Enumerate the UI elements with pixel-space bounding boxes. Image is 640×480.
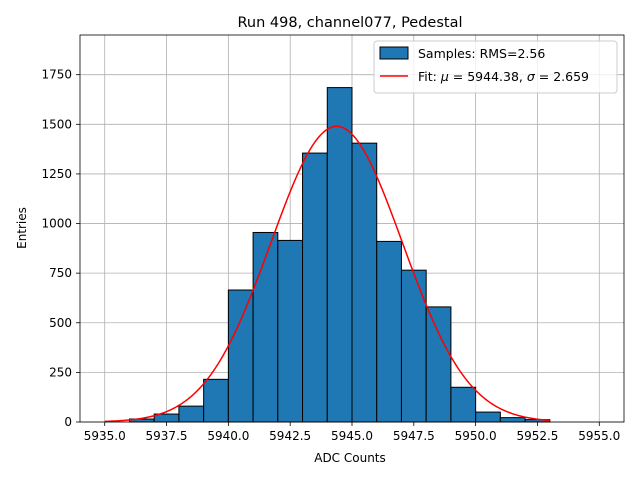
legend-sigma-value: = 2.659 bbox=[535, 69, 589, 84]
chart-title: Run 498, channel077, Pedestal bbox=[237, 15, 462, 31]
y-tick-label: 250 bbox=[49, 365, 72, 379]
x-tick-label: 5942.5 bbox=[269, 429, 311, 443]
histogram-bar bbox=[326, 87, 353, 423]
legend: Samples: RMS=2.56 Fit: μ = 5944.38, σ = … bbox=[373, 40, 618, 94]
histogram-bar bbox=[475, 411, 501, 423]
y-tick-label: 750 bbox=[49, 266, 72, 280]
x-tick-label: 5940.0 bbox=[207, 429, 249, 443]
histogram-bar bbox=[450, 386, 477, 423]
x-tick-label: 5947.5 bbox=[393, 429, 435, 443]
legend-samples-swatch bbox=[379, 46, 409, 60]
histogram-bar bbox=[252, 231, 279, 423]
histogram-bar bbox=[400, 269, 427, 423]
x-tick-label: 5935.0 bbox=[84, 429, 126, 443]
histogram-bar bbox=[203, 378, 229, 423]
x-tick-label: 5955.0 bbox=[578, 429, 620, 443]
histogram-bar bbox=[227, 289, 254, 423]
legend-box bbox=[373, 40, 618, 94]
x-tick-label: 5952.5 bbox=[516, 429, 558, 443]
x-tick-label: 5937.5 bbox=[146, 429, 188, 443]
x-axis-ticks: 5935.0 5937.5 5940.0 5942.5 5945.0 5947.5 5950… bbox=[84, 422, 620, 443]
y-axis-ticks: 0 250 500 750 1000 1250 1500 1750 bbox=[41, 68, 80, 429]
y-tick-label: 1750 bbox=[41, 68, 72, 82]
histogram-bar bbox=[351, 142, 378, 423]
fit-curve bbox=[104, 125, 550, 423]
legend-mu-symbol: μ bbox=[440, 69, 449, 84]
y-tick-label: 1250 bbox=[41, 167, 72, 181]
histogram-bar bbox=[178, 405, 205, 423]
y-tick-label: 1000 bbox=[41, 217, 72, 231]
histogram-bar bbox=[302, 152, 328, 423]
histogram-bar bbox=[376, 240, 402, 423]
y-axis-label: Entries bbox=[15, 207, 29, 249]
x-tick-label: 5950.0 bbox=[455, 429, 497, 443]
histogram-bars bbox=[128, 87, 551, 423]
legend-sigma-symbol: σ bbox=[527, 69, 536, 84]
fit-curve-layer bbox=[104, 125, 550, 423]
x-tick-label: 5945.0 bbox=[331, 429, 373, 443]
legend-samples-label: Samples: RMS=2.56 bbox=[418, 46, 545, 61]
histogram-bar bbox=[499, 417, 526, 423]
legend-mu-value: = 5944.38, bbox=[449, 69, 527, 84]
y-tick-label: 0 bbox=[64, 415, 72, 429]
histogram-bar bbox=[277, 239, 304, 423]
histogram-bar bbox=[425, 306, 452, 423]
legend-fit-label: Fit: μ = 5944.38, σ = 2.659 bbox=[418, 69, 589, 84]
legend-fit-prefix: Fit: bbox=[418, 69, 441, 84]
y-tick-label: 500 bbox=[49, 316, 72, 330]
y-tick-label: 1500 bbox=[41, 117, 72, 131]
x-axis-label: ADC Counts bbox=[314, 451, 386, 465]
